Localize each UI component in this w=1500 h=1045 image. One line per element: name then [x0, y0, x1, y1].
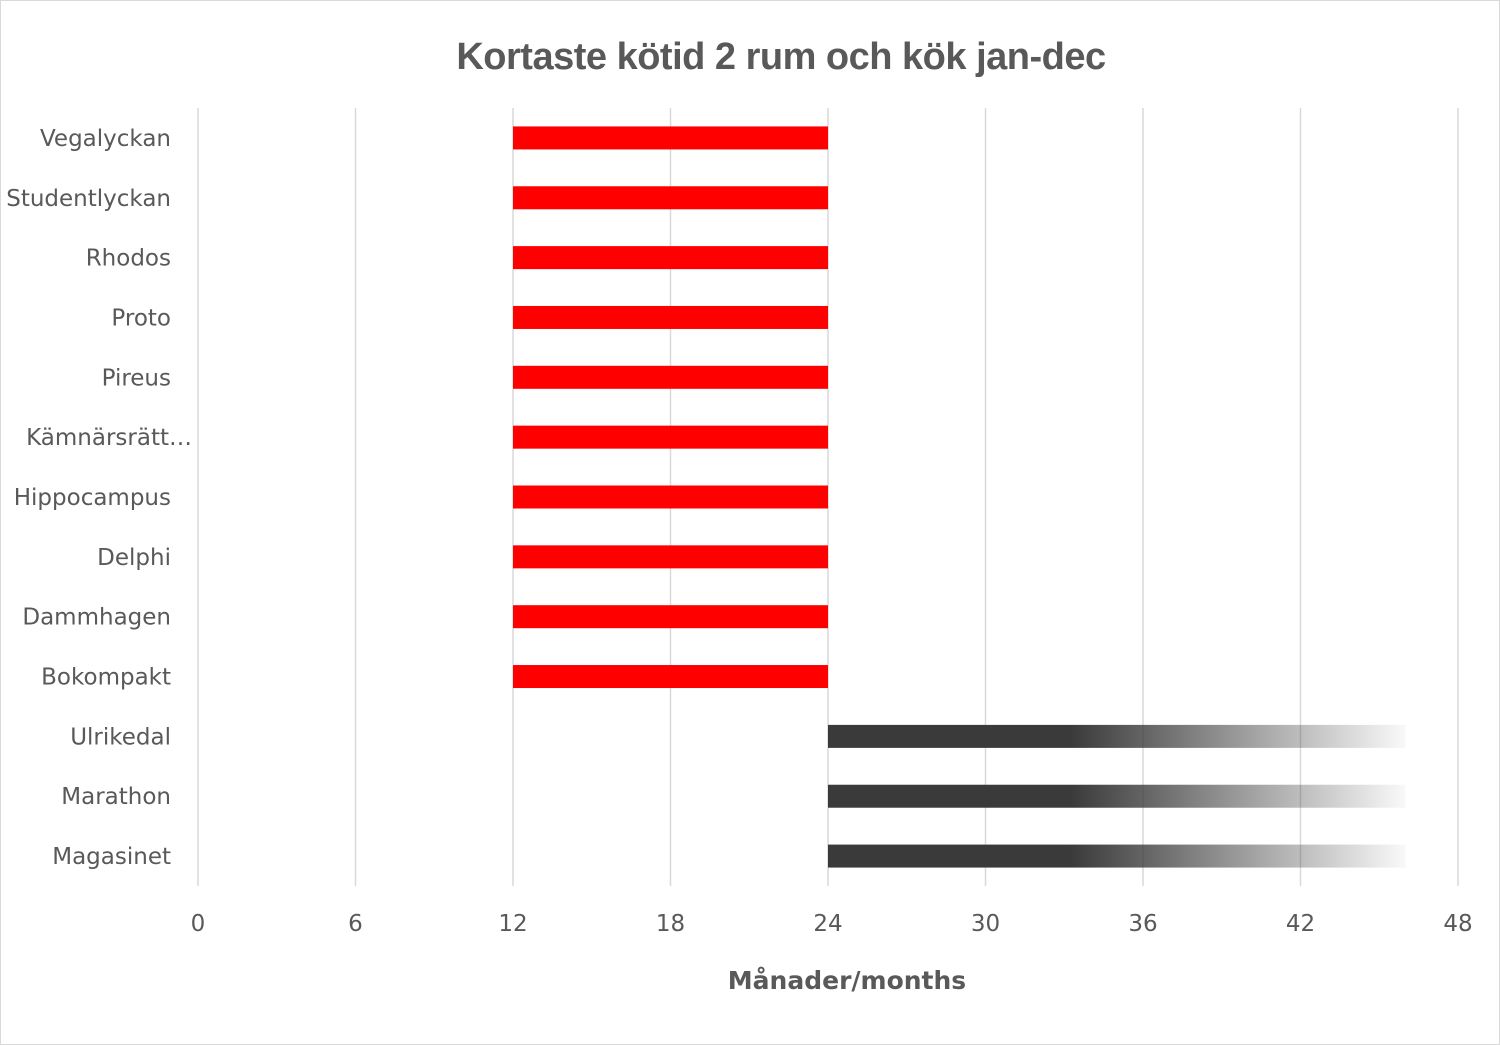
bar — [513, 246, 828, 270]
bar — [513, 485, 828, 509]
category-label: Marathon — [61, 784, 171, 810]
x-tick-label: 36 — [1128, 911, 1157, 937]
category-label: Dammhagen — [22, 605, 171, 631]
x-tick-label: 24 — [813, 911, 842, 937]
bar — [513, 186, 828, 210]
bar — [828, 784, 1406, 808]
x-tick-label: 30 — [971, 911, 1000, 937]
bar — [513, 365, 828, 389]
x-tick-label: 6 — [348, 911, 363, 937]
category-label: Delphi — [97, 545, 171, 571]
x-tick-label: 0 — [191, 911, 206, 937]
value-axis: 0 6 12 18 24 30 36 42 48 — [191, 911, 1473, 937]
bar — [513, 605, 828, 629]
bar — [513, 545, 828, 569]
category-axis: Vegalyckan Studentlyckan Rhodos Proto Pireus… — [6, 126, 192, 870]
category-label: Pireus — [102, 365, 171, 391]
bar — [828, 724, 1406, 748]
bar — [513, 305, 828, 329]
bar-series — [513, 126, 1406, 868]
x-tick-label: 48 — [1443, 911, 1472, 937]
bar — [513, 665, 828, 689]
x-axis-title: Månader/months — [728, 966, 966, 995]
category-label: Hippocampus — [14, 485, 171, 511]
bar — [513, 126, 828, 150]
x-tick-label: 42 — [1286, 911, 1315, 937]
x-tick-label: 18 — [656, 911, 685, 937]
x-tick-label: 12 — [498, 911, 527, 937]
bar — [513, 425, 828, 449]
category-label: Vegalyckan — [40, 126, 171, 152]
category-label: Magasinet — [52, 844, 171, 870]
category-label: Bokompakt — [41, 665, 171, 691]
category-label: Ulrikedal — [70, 724, 171, 750]
category-label: Studentlyckan — [6, 186, 171, 212]
category-label: Kämnärsrätt… — [26, 425, 192, 451]
category-label: Proto — [111, 305, 171, 331]
bar — [828, 844, 1406, 868]
category-label: Rhodos — [86, 246, 171, 272]
chart-title: Kortaste kötid 2 rum och kök jan-dec — [456, 36, 1106, 78]
